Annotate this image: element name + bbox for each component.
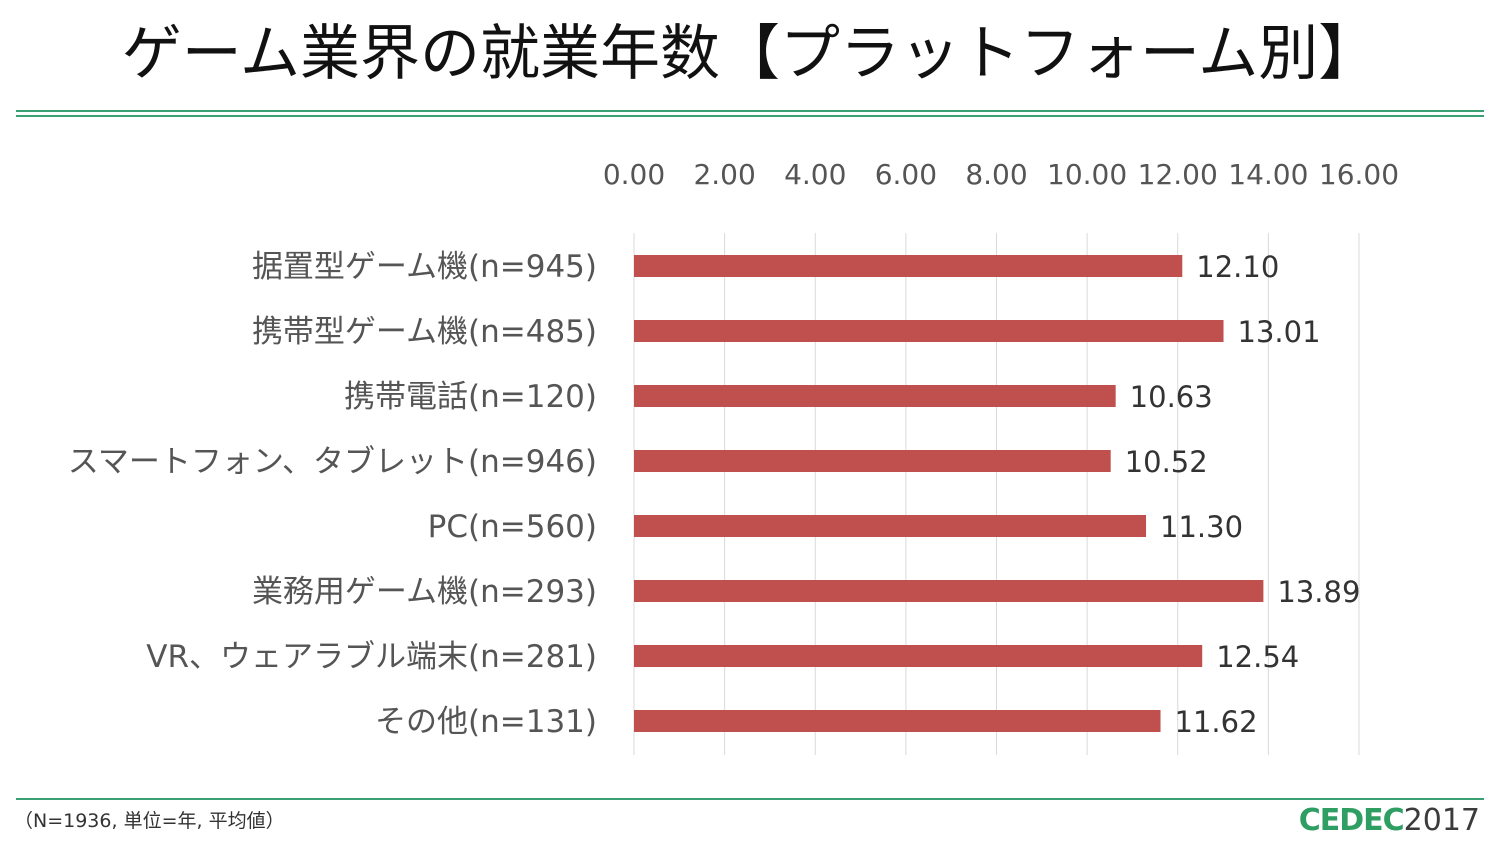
category-label: 据置型ゲーム機(n=945) <box>252 249 597 285</box>
x-tick-label: 0.00 <box>603 158 665 191</box>
value-label: 13.01 <box>1238 315 1321 349</box>
x-tick-label: 4.00 <box>784 158 846 191</box>
x-tick-label: 2.00 <box>693 158 755 191</box>
x-tick-label: 16.00 <box>1319 158 1399 191</box>
title-divider-bottom <box>16 115 1484 117</box>
footer-divider <box>16 798 1484 800</box>
value-label: 12.54 <box>1216 640 1299 674</box>
bar <box>634 580 1264 602</box>
bar <box>634 515 1147 537</box>
bar <box>634 385 1116 407</box>
bar <box>634 320 1224 342</box>
x-tick-label: 12.00 <box>1138 158 1218 191</box>
bar <box>634 450 1111 472</box>
category-label: スマートフォン、タブレット(n=946) <box>68 444 597 480</box>
value-label: 10.63 <box>1130 380 1213 414</box>
value-label: 11.30 <box>1160 510 1243 544</box>
value-label: 13.89 <box>1277 575 1360 609</box>
footnote: （N=1936, 単位=年, 平均値） <box>14 810 285 832</box>
bar <box>634 645 1203 667</box>
x-tick-label: 14.00 <box>1228 158 1308 191</box>
x-tick-label: 6.00 <box>875 158 937 191</box>
x-tick-label: 8.00 <box>965 158 1027 191</box>
category-label: VR、ウェアラブル端末(n=281) <box>146 639 597 675</box>
category-label: 携帯型ゲーム機(n=485) <box>252 314 597 350</box>
value-label: 12.10 <box>1196 250 1279 284</box>
value-label: 10.52 <box>1125 445 1208 479</box>
logo-year-text: 2017 <box>1403 803 1480 838</box>
category-label: その他(n=131) <box>375 704 597 740</box>
slide-title: ゲーム業界の就業年数【プラットフォーム別】 <box>121 19 1379 89</box>
category-label: 業務用ゲーム機(n=293) <box>252 574 597 610</box>
value-label: 11.62 <box>1175 705 1258 739</box>
title-divider-top <box>16 110 1484 112</box>
bar <box>634 255 1183 277</box>
bar <box>634 710 1161 732</box>
category-label: 携帯電話(n=120) <box>344 379 597 415</box>
x-tick-label: 10.00 <box>1047 158 1127 191</box>
cedec-logo: CEDEC2017 <box>1299 801 1480 841</box>
logo-cedec-text: CEDEC <box>1298 803 1405 838</box>
category-label: PC(n=560) <box>428 509 597 545</box>
bar-chart: 0.00 2.00 4.00 6.00 8.00 10.00 12.00 14.00 16.00… <box>68 158 1399 755</box>
